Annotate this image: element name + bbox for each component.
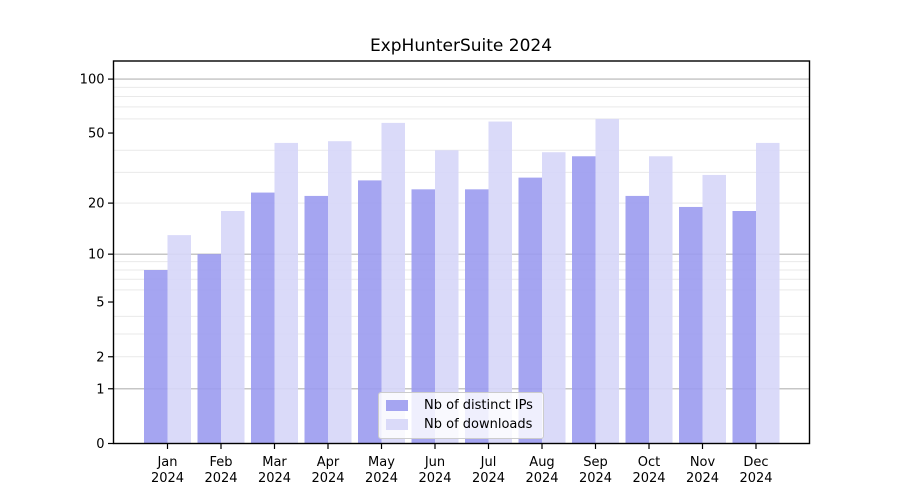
bar-downloads (435, 150, 459, 444)
x-tick-label-month: Dec (743, 455, 768, 470)
bar-distinct-ips (518, 177, 542, 444)
bar-distinct-ips (679, 206, 703, 444)
x-tick-label-month: Aug (529, 455, 554, 470)
legend: Nb of distinct IPs Nb of downloads (378, 392, 544, 439)
y-tick-label: 100 (80, 73, 105, 88)
bar-downloads (756, 142, 780, 444)
x-tick-label-year: 2024 (632, 471, 665, 486)
legend-label: Nb of downloads (424, 417, 533, 432)
y-tick-label: 2 (96, 350, 104, 365)
x-tick-label-month: Jul (480, 455, 497, 470)
bar-downloads (595, 118, 619, 444)
x-tick-label-year: 2024 (579, 471, 612, 486)
x-tick-label-year: 2024 (365, 471, 398, 486)
legend-item: Nb of distinct IPs (386, 399, 533, 412)
x-tick-label-month: Jan (156, 455, 177, 470)
plot-frame (112, 60, 811, 445)
bar-distinct-ips (465, 189, 489, 444)
y-tick-label: 5 (96, 296, 104, 311)
x-tick-label-year: 2024 (525, 471, 558, 486)
y-tick-label: 1 (96, 382, 104, 397)
legend-item: Nb of downloads (386, 418, 533, 431)
bar-distinct-ips (625, 195, 649, 444)
bar-downloads (328, 141, 352, 444)
bar-distinct-ips (358, 180, 382, 444)
bar-downloads (381, 122, 405, 444)
bar-downloads (542, 152, 566, 444)
x-tick-label-month: Feb (209, 455, 232, 470)
x-tick-label-month: May (368, 455, 395, 470)
bar-distinct-ips (197, 254, 221, 444)
legend-label: Nb of distinct IPs (424, 398, 533, 413)
x-tick-label-month: Apr (317, 455, 340, 470)
bar-downloads (488, 121, 512, 444)
y-tick-label: 0 (96, 437, 104, 452)
x-tick-label-month: Oct (638, 455, 660, 470)
bar-distinct-ips (572, 156, 596, 444)
legend-swatch (386, 400, 408, 411)
y-tick-label: 50 (88, 127, 105, 142)
bar-distinct-ips (411, 189, 435, 444)
bar-downloads (702, 174, 726, 444)
bar-downloads (221, 211, 245, 444)
x-tick-label-month: Jun (424, 455, 445, 470)
y-tick-label: 20 (88, 197, 105, 212)
y-tick-label: 10 (88, 248, 105, 263)
chart-title: ExpHunterSuite 2024 (369, 36, 553, 56)
legend-swatch (386, 419, 408, 430)
x-tick-label-year: 2024 (258, 471, 291, 486)
x-tick-label-year: 2024 (472, 471, 505, 486)
bar-distinct-ips (144, 270, 168, 444)
x-tick-label-year: 2024 (151, 471, 184, 486)
x-tick-label-month: Sep (583, 455, 608, 470)
bar-distinct-ips (732, 211, 756, 444)
x-tick-label-year: 2024 (739, 471, 772, 486)
bar-distinct-ips (304, 195, 328, 444)
x-tick-label-year: 2024 (204, 471, 237, 486)
bar-distinct-ips (251, 192, 275, 444)
x-tick-label-month: Mar (262, 455, 287, 470)
x-tick-label-year: 2024 (418, 471, 451, 486)
x-tick-label-month: Nov (690, 455, 716, 470)
bar-downloads (649, 156, 673, 444)
bar-downloads (167, 235, 191, 444)
bar-downloads (274, 142, 298, 444)
x-tick-label-year: 2024 (311, 471, 344, 486)
x-tick-label-year: 2024 (686, 471, 719, 486)
